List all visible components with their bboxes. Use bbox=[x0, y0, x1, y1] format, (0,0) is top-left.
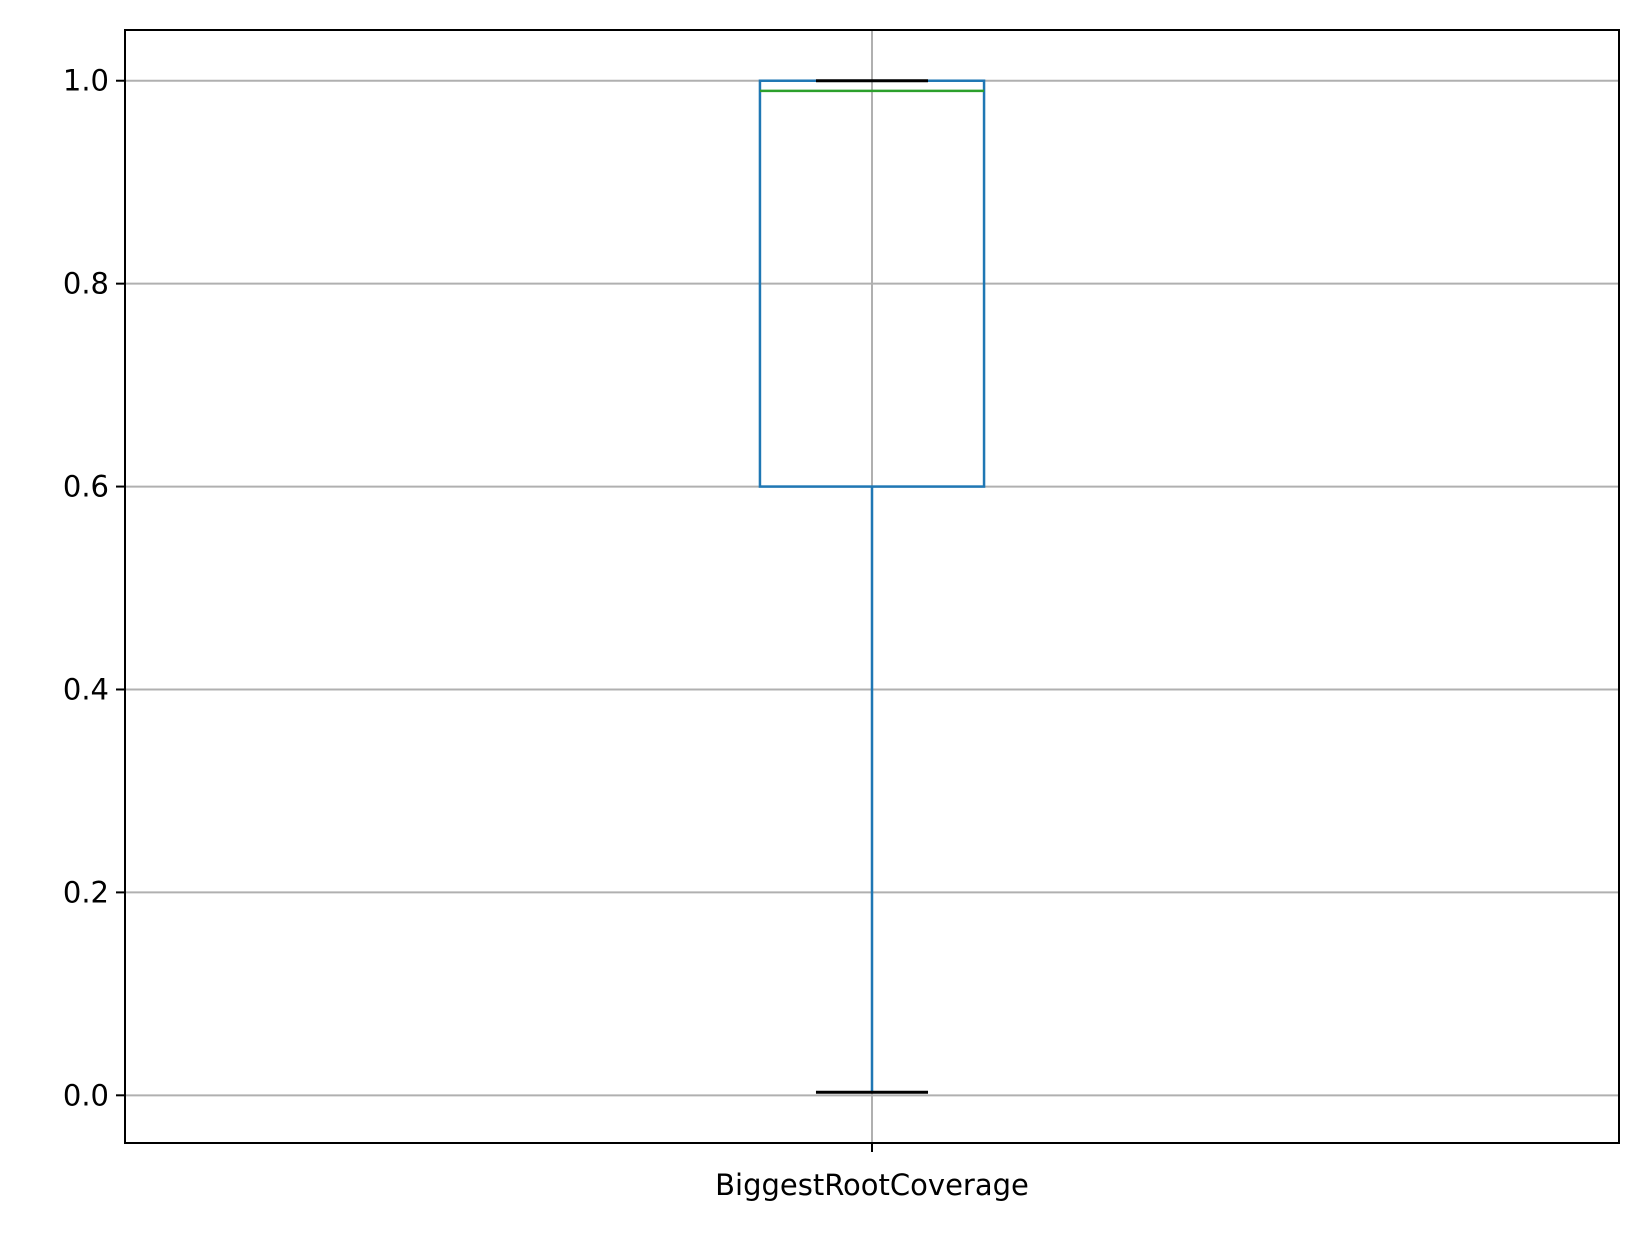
y-tick-label: 0.6 bbox=[63, 470, 109, 504]
box-layer bbox=[758, 79, 986, 1094]
y-tick-label: 0.8 bbox=[63, 267, 109, 301]
y-tick-label: 0.4 bbox=[63, 672, 109, 706]
ticks-layer: 0.0 0.2 0.4 0.6 0.8 1.0 BiggestRootCoverage bbox=[63, 64, 1029, 1202]
x-tick-label: BiggestRootCoverage bbox=[715, 1168, 1029, 1202]
y-tick-label: 1.0 bbox=[63, 64, 109, 98]
y-tick-label: 0.2 bbox=[63, 875, 109, 909]
y-tick-label: 0.0 bbox=[63, 1078, 109, 1112]
